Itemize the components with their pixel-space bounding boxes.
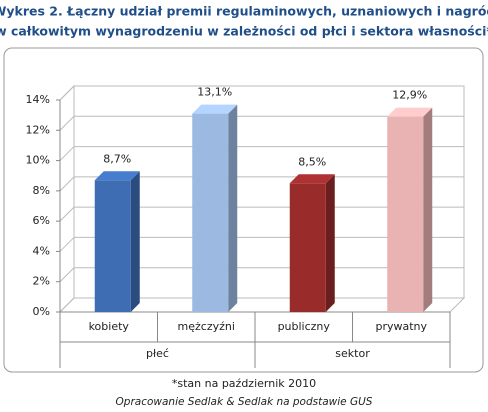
grid-line	[59, 176, 75, 192]
y-tick-label: 8%	[33, 184, 50, 197]
bar-top	[94, 171, 140, 181]
value-label: 8,7%	[103, 152, 131, 165]
side-wall	[59, 84, 75, 314]
x-tick-label: publiczny	[278, 320, 331, 333]
chart-title: w całkowitym wynagrodzeniu w zależności …	[0, 24, 488, 39]
bar-side	[423, 107, 433, 313]
value-label: 12,9%	[392, 89, 427, 102]
group-label: sektor	[335, 347, 370, 360]
grid-line	[59, 206, 75, 222]
source: Opracowanie Sedlak & Sedlak na podstawie…	[116, 396, 373, 408]
y-tick-label: 12%	[26, 123, 50, 136]
bar-top	[289, 174, 335, 184]
value-label: 8,5%	[298, 155, 326, 168]
bar-top	[387, 107, 433, 117]
grid-line	[59, 297, 75, 313]
chart-title: Wykres 2. Łączny udział premii regulamin…	[0, 4, 488, 19]
y-tick-label: 0%	[33, 305, 50, 318]
bar	[387, 116, 424, 313]
bar-side	[228, 104, 238, 312]
y-tick-label: 4%	[33, 244, 50, 257]
y-tick-label: 2%	[33, 275, 50, 288]
x-tick-label: prywatny	[375, 320, 427, 333]
bar-side	[130, 171, 140, 312]
bar	[192, 113, 229, 312]
grid-line	[59, 146, 75, 161]
grid-line	[59, 85, 75, 101]
y-tick-label: 14%	[26, 93, 50, 106]
bar	[289, 183, 326, 312]
bar	[94, 180, 131, 312]
x-tick-label: kobiety	[89, 320, 130, 333]
bar-side	[325, 174, 335, 312]
x-tick-label: mężczyźni	[178, 320, 235, 333]
grid-line	[59, 237, 75, 252]
grid-line	[59, 267, 75, 283]
group-label: płeć	[146, 347, 169, 360]
y-tick-label: 10%	[26, 154, 50, 167]
footnote: *stan na październik 2010	[172, 377, 316, 390]
value-label: 13,1%	[197, 86, 232, 99]
grid-line	[59, 115, 75, 131]
y-tick-label: 6%	[33, 214, 50, 227]
bar-top	[192, 104, 238, 114]
